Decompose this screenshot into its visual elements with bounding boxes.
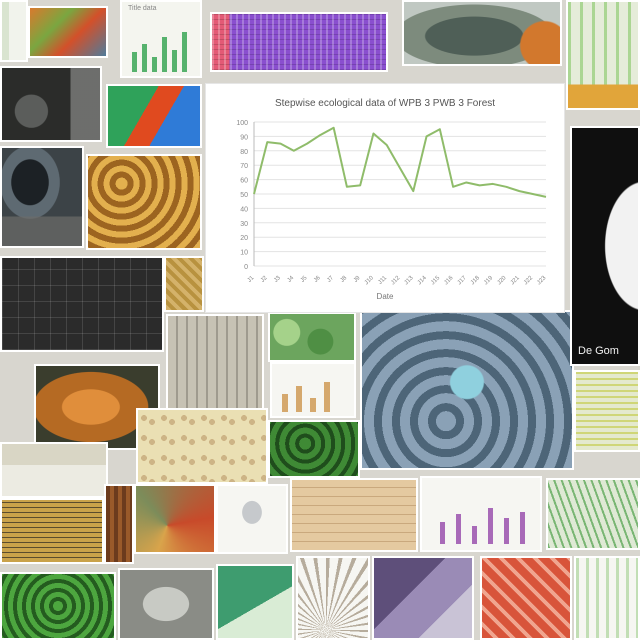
tile-colorful-map bbox=[28, 6, 108, 58]
tile-small-bar-chart bbox=[270, 362, 356, 418]
x-tick-label: J17 bbox=[457, 275, 469, 287]
tile-eye-photo bbox=[0, 146, 84, 248]
x-tick-label: J3 bbox=[273, 275, 282, 284]
tile-golden-texture bbox=[86, 154, 202, 250]
tile-top-left-chart bbox=[0, 0, 28, 62]
x-tick-label: J21 bbox=[510, 275, 522, 287]
x-tick-label: J18 bbox=[470, 275, 482, 287]
tile-green-moss-bottom bbox=[0, 572, 116, 640]
tile-blue-3d-structure bbox=[360, 310, 574, 470]
tile-purple-specimen bbox=[372, 556, 474, 640]
x-tick-label: J14 bbox=[417, 275, 429, 287]
y-tick-label: 50 bbox=[240, 192, 248, 199]
tile-city-blocks bbox=[166, 314, 264, 410]
x-tick-label: J22 bbox=[523, 275, 535, 287]
tile-bottom-table bbox=[574, 556, 640, 640]
tile-bar-chart-purple bbox=[420, 476, 542, 552]
y-tick-label: 10 bbox=[240, 250, 248, 257]
y-tick-label: 80 bbox=[240, 149, 248, 156]
tile-tan-diagram bbox=[290, 478, 418, 552]
y-tick-label: 90 bbox=[240, 134, 248, 141]
x-tick-label: J16 bbox=[443, 275, 455, 287]
tile-dark-scan bbox=[0, 66, 102, 142]
x-tick-label: J7 bbox=[326, 275, 335, 284]
x-tick-label: J4 bbox=[287, 275, 296, 284]
overlay-caption: De Gom bbox=[578, 345, 619, 357]
y-tick-label: 30 bbox=[240, 221, 248, 228]
y-tick-label: 40 bbox=[240, 206, 248, 213]
tile-dark-grid bbox=[0, 256, 164, 352]
tile-green-diagram bbox=[216, 564, 294, 640]
tile-fossil-photo bbox=[402, 0, 562, 66]
x-tick-label: J5 bbox=[300, 275, 309, 284]
tile-fan-diagram bbox=[296, 556, 370, 640]
tile-brown-texture bbox=[104, 484, 134, 564]
x-tick-label: J9 bbox=[353, 275, 362, 284]
x-tick-label: J8 bbox=[340, 275, 349, 284]
y-tick-label: 100 bbox=[236, 120, 248, 127]
x-tick-label: J2 bbox=[260, 275, 269, 284]
main-line-chart: Stepwise ecological data of WPB 3 PWB 3 … bbox=[206, 84, 564, 312]
chart-title: Stepwise ecological data of WPB 3 PWB 3 … bbox=[274, 98, 496, 109]
tile-dark-portrait bbox=[570, 126, 640, 366]
tile-green-moss bbox=[268, 420, 360, 478]
tile-spreadsheet bbox=[574, 370, 640, 452]
tile-green-bar-chart: Title data bbox=[120, 0, 202, 78]
tile-segmented-bone bbox=[134, 484, 216, 554]
x-tick-label: J13 bbox=[404, 275, 416, 287]
x-tick-label: J20 bbox=[497, 275, 509, 287]
y-tick-label: 60 bbox=[240, 178, 248, 185]
chart-x-axis-title: Date bbox=[376, 292, 394, 301]
tile-green-leaves bbox=[268, 312, 356, 362]
y-tick-label: 0 bbox=[244, 264, 248, 271]
x-tick-label: J19 bbox=[483, 275, 495, 287]
x-tick-label: J12 bbox=[390, 275, 402, 287]
tile-white-figure bbox=[216, 484, 288, 554]
tile-red-cubes bbox=[480, 556, 572, 640]
tile-green-lines bbox=[546, 478, 640, 550]
series-line bbox=[253, 126, 547, 198]
x-tick-label: J6 bbox=[313, 275, 322, 284]
x-tick-label: J23 bbox=[536, 275, 548, 287]
tile-rainbow-3d bbox=[106, 84, 202, 148]
tile-yellow-map bbox=[136, 408, 268, 484]
tile-sketch bbox=[0, 442, 108, 498]
tile-tan-pattern bbox=[164, 256, 204, 312]
tile-purple-heatmap bbox=[210, 12, 388, 72]
tile-mustard-panel bbox=[0, 498, 104, 564]
x-tick-label: J1 bbox=[247, 275, 256, 284]
chart-plot-area: 0 10 20 30 40 50 60 70 80 90 100 J1 J2 J3 J4 J5 J6 J7 J8 J9… bbox=[236, 120, 548, 287]
y-tick-label: 70 bbox=[240, 163, 248, 170]
y-tick-label: 20 bbox=[240, 235, 248, 242]
tile-plant-illustration bbox=[566, 0, 640, 110]
tile-grey-rock bbox=[118, 568, 214, 640]
x-tick-label: J11 bbox=[377, 275, 388, 286]
x-tick-label: J15 bbox=[430, 275, 442, 287]
x-tick-label: J10 bbox=[364, 275, 376, 287]
